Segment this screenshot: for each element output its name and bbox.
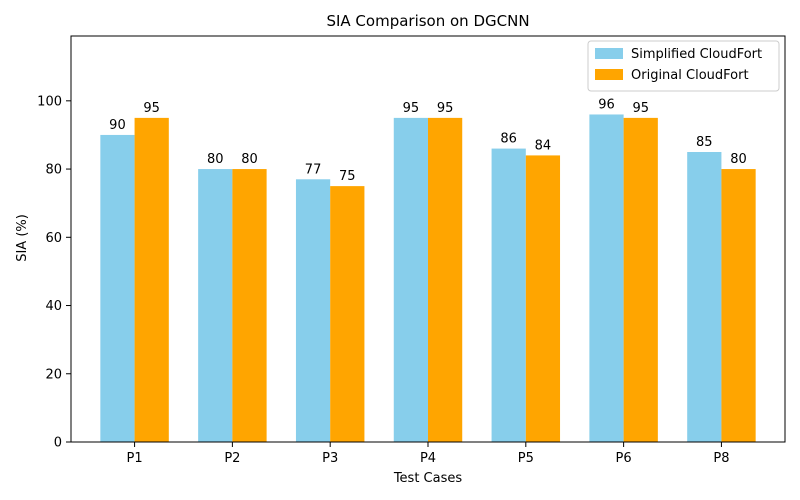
x-tick-label: P3 [322, 451, 338, 466]
y-tick-label: 100 [37, 94, 62, 109]
bar-P8-original [721, 169, 756, 442]
bar-value-label: 95 [143, 101, 160, 116]
bar-value-label: 86 [500, 132, 517, 147]
legend: Simplified CloudFort Original CloudFort [587, 40, 780, 92]
y-tick-label: 0 [54, 436, 62, 451]
bar-P1-simplified [100, 134, 135, 443]
bar-value-label: 95 [632, 101, 649, 116]
legend-swatch [595, 69, 623, 80]
bar-P6-original [623, 117, 658, 442]
x-tick-label: P4 [420, 451, 436, 466]
bar-value-label: 90 [109, 118, 126, 133]
bar-value-label: 85 [696, 135, 713, 150]
x-tick-label: P8 [713, 451, 729, 466]
bar-P1-original [134, 117, 169, 442]
bar-value-label: 80 [730, 152, 747, 167]
bar-value-label: 80 [207, 152, 224, 167]
bar-value-label: 95 [403, 101, 420, 116]
bar-value-label: 95 [437, 101, 454, 116]
y-axis-label: SIA (%) [15, 214, 30, 262]
x-tick-label: P6 [616, 451, 632, 466]
legend-swatch [595, 48, 623, 59]
bar-P3-original [330, 186, 365, 442]
bar-P4-simplified [393, 117, 428, 442]
bar-value-label: 80 [241, 152, 258, 167]
x-axis-label: Test Cases [393, 471, 463, 486]
bar-value-label: 75 [339, 169, 356, 184]
x-tick-label: P1 [127, 451, 143, 466]
chart-title: SIA Comparison on DGCNN [326, 12, 529, 30]
bar-P3-simplified [295, 179, 331, 442]
x-tick-label: P5 [518, 451, 534, 466]
y-tick-label: 60 [45, 231, 62, 246]
y-tick-label: 40 [45, 299, 62, 314]
bar-P6-simplified [589, 114, 624, 443]
x-tick-label: P2 [224, 451, 240, 466]
bar-value-label: 77 [305, 162, 322, 177]
bar-value-label: 96 [598, 97, 615, 112]
bar-P8-simplified [687, 152, 722, 442]
legend-label: Original CloudFort [631, 68, 749, 83]
y-tick-label: 80 [45, 163, 62, 178]
bar-P5-simplified [491, 148, 526, 442]
bar-value-label: 84 [535, 138, 552, 153]
bar-P2-original [232, 169, 267, 442]
bar-P5-original [525, 155, 561, 443]
legend-box [587, 40, 780, 92]
bar-P4-original [428, 117, 463, 442]
bar-P2-simplified [198, 169, 233, 442]
y-tick-label: 20 [45, 367, 62, 382]
plot-area: 90 80 77 95 86 96 85 95 80 75 95 84 95 80 0 20 40 60 80 100… [37, 35, 786, 466]
legend-label: Simplified CloudFort [631, 47, 762, 62]
